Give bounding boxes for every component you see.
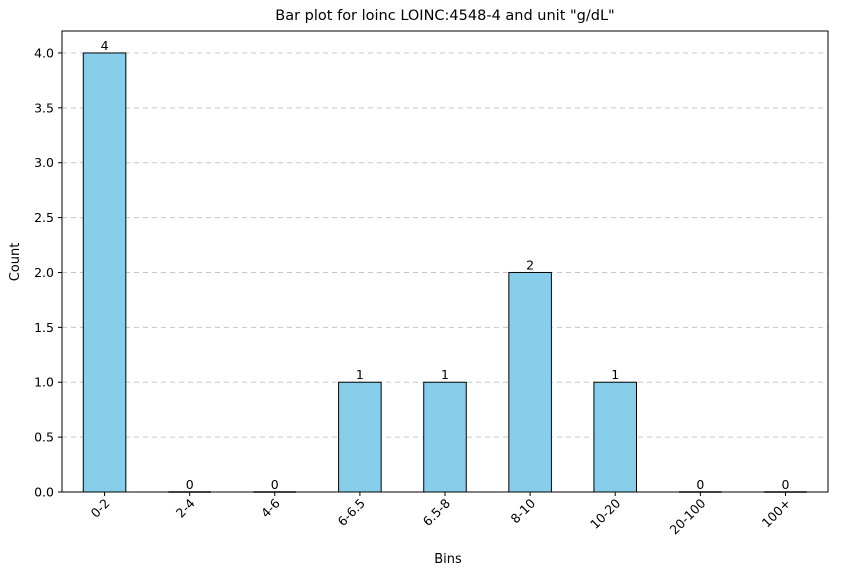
data-label: 2	[526, 257, 534, 272]
x-tick-label: 100+	[759, 496, 794, 531]
x-tick-label: 10-20	[587, 495, 623, 531]
data-label: 1	[356, 367, 364, 382]
y-tick-label: 4.0	[34, 45, 54, 60]
y-axis-ticks: 0.0 0.5 1.0 1.5 2.0 2.5 3.0 3.5 4.0	[34, 45, 62, 500]
y-tick-label: 1.5	[34, 320, 54, 335]
data-label: 0	[696, 477, 704, 492]
data-label: 4	[101, 38, 109, 53]
bars	[82, 52, 807, 493]
y-tick-label: 2.5	[34, 210, 54, 225]
y-tick-label: 3.0	[34, 155, 54, 170]
y-tick-label: 2.0	[34, 265, 54, 280]
bar-8-10	[508, 271, 552, 493]
x-tick-label: 4-6	[258, 495, 283, 520]
bar-6-6.5	[338, 381, 382, 493]
x-axis-label: Bins	[434, 552, 462, 567]
y-tick-label: 0.5	[34, 430, 54, 445]
x-axis-ticks: 0-2 2-4 4-6 6-6.5 6.5-8 8-10 10-20 20-100 100+	[88, 492, 794, 537]
x-tick-label: 6-6.5	[335, 496, 368, 529]
y-tick-label: 3.5	[34, 100, 54, 115]
data-label: 0	[781, 477, 789, 492]
y-tick-label: 1.0	[34, 375, 54, 390]
data-labels: 4 0 0 1 1 2 1 0 0	[101, 38, 790, 492]
data-label: 1	[611, 367, 619, 382]
bar-0-2	[82, 52, 127, 493]
chart-title: Bar plot for loinc LOINC:4548-4 and unit…	[275, 8, 614, 24]
x-tick-label: 2-4	[173, 495, 198, 520]
data-label: 0	[271, 477, 279, 492]
x-tick-label: 0-2	[88, 496, 113, 521]
bar-6.5-8	[423, 381, 467, 493]
y-tick-label: 0.0	[34, 485, 54, 500]
x-tick-label: 8-10	[508, 495, 539, 526]
x-tick-label: 6.5-8	[420, 495, 454, 529]
bar-10-20	[593, 381, 638, 493]
x-tick-label: 20-100	[667, 495, 709, 537]
y-axis-label: Count	[8, 243, 23, 282]
data-label: 0	[186, 477, 194, 492]
data-label: 1	[441, 367, 449, 382]
